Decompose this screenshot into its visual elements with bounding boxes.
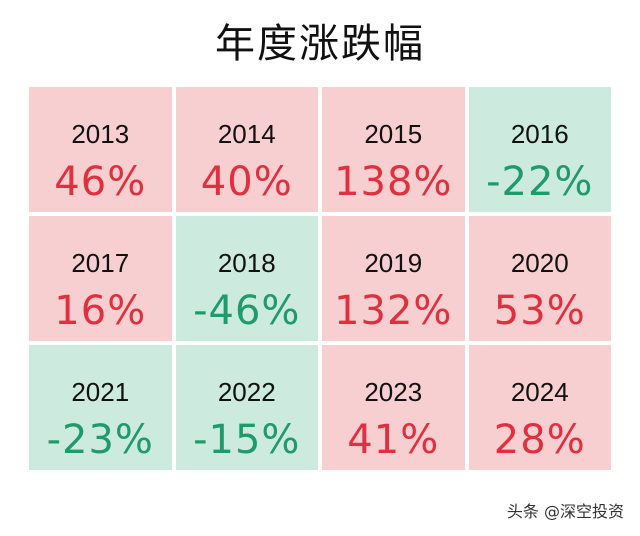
year-label: 2015 xyxy=(364,119,423,149)
year-label: 2024 xyxy=(510,377,569,407)
year-label: 2013 xyxy=(71,119,130,149)
year-cell: 2024 28% xyxy=(468,345,611,470)
year-label: 2018 xyxy=(217,248,276,278)
year-cell: 2023 41% xyxy=(322,345,465,470)
change-value: 16% xyxy=(54,288,147,334)
year-label: 2016 xyxy=(510,119,569,149)
change-value: -23% xyxy=(46,417,154,463)
year-label: 2019 xyxy=(364,248,423,278)
year-cell: 2019 132% xyxy=(322,216,465,341)
change-value: 132% xyxy=(334,288,453,334)
change-value: -15% xyxy=(193,417,301,463)
year-cell: 2022 -15% xyxy=(175,345,318,470)
year-cell: 2017 16% xyxy=(29,216,172,341)
year-cell: 2021 -23% xyxy=(29,345,172,470)
year-cell: 2018 -46% xyxy=(175,216,318,341)
year-label: 2020 xyxy=(510,248,569,278)
year-label: 2014 xyxy=(217,119,276,149)
change-value: 41% xyxy=(347,417,440,463)
year-cell: 2013 46% xyxy=(29,87,172,212)
year-label: 2023 xyxy=(364,377,423,407)
change-value: 138% xyxy=(334,159,453,205)
year-label: 2022 xyxy=(217,377,276,407)
annual-change-grid: 2013 46% 2014 40% 2015 138% 2016 -22% 20… xyxy=(29,87,611,470)
change-value: 40% xyxy=(200,159,293,205)
change-value: 53% xyxy=(493,288,586,334)
change-value: 28% xyxy=(493,417,586,463)
year-cell: 2016 -22% xyxy=(468,87,611,212)
year-cell: 2014 40% xyxy=(175,87,318,212)
page-title: 年度涨跌幅 xyxy=(215,21,425,67)
year-cell: 2020 53% xyxy=(468,216,611,341)
change-value: 46% xyxy=(54,159,147,205)
year-label: 2017 xyxy=(71,248,130,278)
year-cell: 2015 138% xyxy=(322,87,465,212)
watermark: 头条 @深空投资 xyxy=(506,502,624,521)
change-value: -22% xyxy=(486,159,594,205)
change-value: -46% xyxy=(193,288,301,334)
year-label: 2021 xyxy=(71,377,130,407)
